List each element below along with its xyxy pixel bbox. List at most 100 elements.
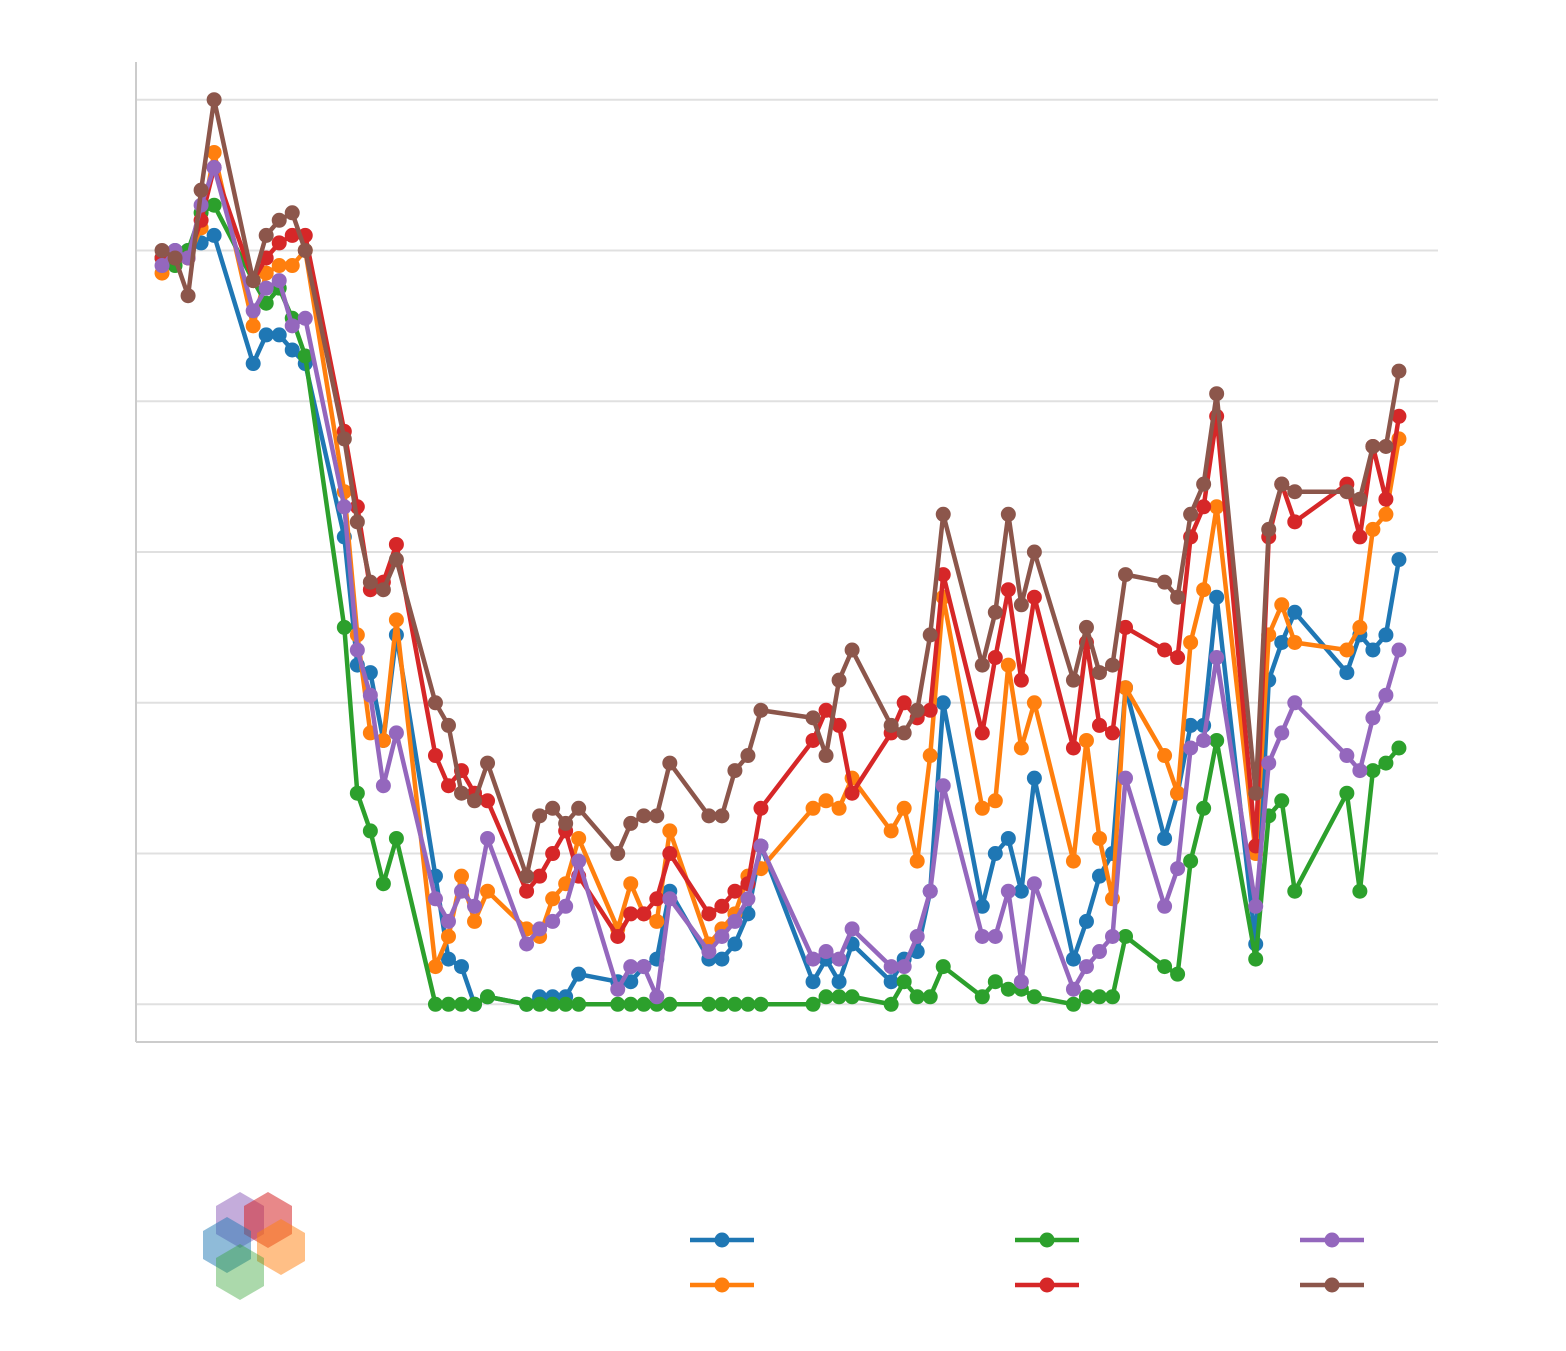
- point: [558, 996, 574, 1012]
- point: [1183, 717, 1199, 733]
- point: [1378, 438, 1394, 454]
- point: [427, 748, 443, 764]
- point: [883, 974, 899, 990]
- point: [701, 808, 717, 824]
- point: [1209, 386, 1225, 402]
- point: [831, 800, 847, 816]
- point: [1026, 544, 1042, 560]
- point: [844, 989, 860, 1005]
- point: [1013, 597, 1029, 613]
- point: [571, 853, 587, 869]
- point: [701, 996, 717, 1012]
- point: [987, 604, 1003, 620]
- point: [375, 582, 391, 598]
- point: [623, 959, 639, 975]
- point: [440, 913, 456, 929]
- point: [1170, 966, 1186, 982]
- point: [727, 883, 743, 899]
- logo-hex: [203, 1217, 251, 1273]
- point: [1157, 748, 1173, 764]
- point: [636, 906, 652, 922]
- point: [1170, 589, 1186, 605]
- point: [1196, 476, 1212, 492]
- point: [974, 800, 990, 816]
- point: [454, 996, 469, 1012]
- point: [1209, 499, 1225, 515]
- point: [805, 800, 821, 816]
- point: [623, 815, 639, 831]
- point: [909, 989, 925, 1005]
- point: [610, 996, 626, 1012]
- point: [883, 717, 899, 733]
- point: [896, 974, 912, 990]
- point: [167, 250, 183, 266]
- point: [245, 273, 261, 289]
- series-line: [160, 97, 1402, 879]
- point: [467, 913, 483, 929]
- point: [336, 431, 352, 447]
- point: [271, 235, 287, 251]
- point: [714, 928, 730, 944]
- point: [818, 748, 834, 764]
- point: [1378, 627, 1394, 643]
- point: [1365, 642, 1381, 658]
- point: [480, 989, 496, 1005]
- point: [519, 936, 535, 952]
- point: [1026, 876, 1042, 892]
- point: [1248, 951, 1264, 967]
- point: [636, 959, 652, 975]
- point: [1378, 687, 1394, 703]
- point: [480, 793, 496, 809]
- point: [623, 996, 639, 1012]
- point: [753, 838, 769, 854]
- point: [623, 876, 639, 892]
- point: [636, 808, 652, 824]
- point: [805, 996, 821, 1012]
- point: [480, 883, 496, 899]
- point: [1105, 928, 1120, 944]
- point: [1261, 755, 1277, 771]
- point: [662, 996, 678, 1012]
- point: [1013, 740, 1029, 756]
- point: [1183, 634, 1199, 650]
- point: [740, 748, 756, 764]
- point: [922, 989, 938, 1005]
- point: [1026, 589, 1042, 605]
- legend-marker: [1039, 1277, 1055, 1293]
- point: [245, 356, 261, 372]
- legend-entry: [690, 1277, 754, 1293]
- point: [805, 951, 821, 967]
- point: [1183, 506, 1199, 522]
- point: [974, 725, 990, 741]
- point: [154, 242, 170, 258]
- point: [454, 883, 469, 899]
- point: [818, 944, 834, 960]
- point: [362, 574, 378, 590]
- point: [545, 846, 561, 862]
- point: [1274, 725, 1290, 741]
- point: [1078, 732, 1094, 748]
- point: [545, 913, 561, 929]
- point: [1274, 476, 1290, 492]
- point: [753, 702, 769, 718]
- point: [258, 327, 274, 343]
- point: [623, 906, 639, 922]
- point: [258, 227, 274, 243]
- point: [922, 883, 938, 899]
- point: [740, 891, 756, 907]
- point: [1183, 740, 1199, 756]
- point: [701, 906, 717, 922]
- series-line: [160, 165, 1402, 1000]
- point: [831, 951, 847, 967]
- point: [454, 959, 469, 975]
- point: [206, 160, 222, 176]
- point: [1118, 567, 1134, 583]
- point: [336, 619, 352, 635]
- point: [1391, 363, 1407, 379]
- point: [545, 800, 561, 816]
- point: [1105, 657, 1120, 673]
- point: [1065, 740, 1081, 756]
- point: [271, 212, 287, 228]
- point: [818, 793, 834, 809]
- point: [1391, 408, 1407, 424]
